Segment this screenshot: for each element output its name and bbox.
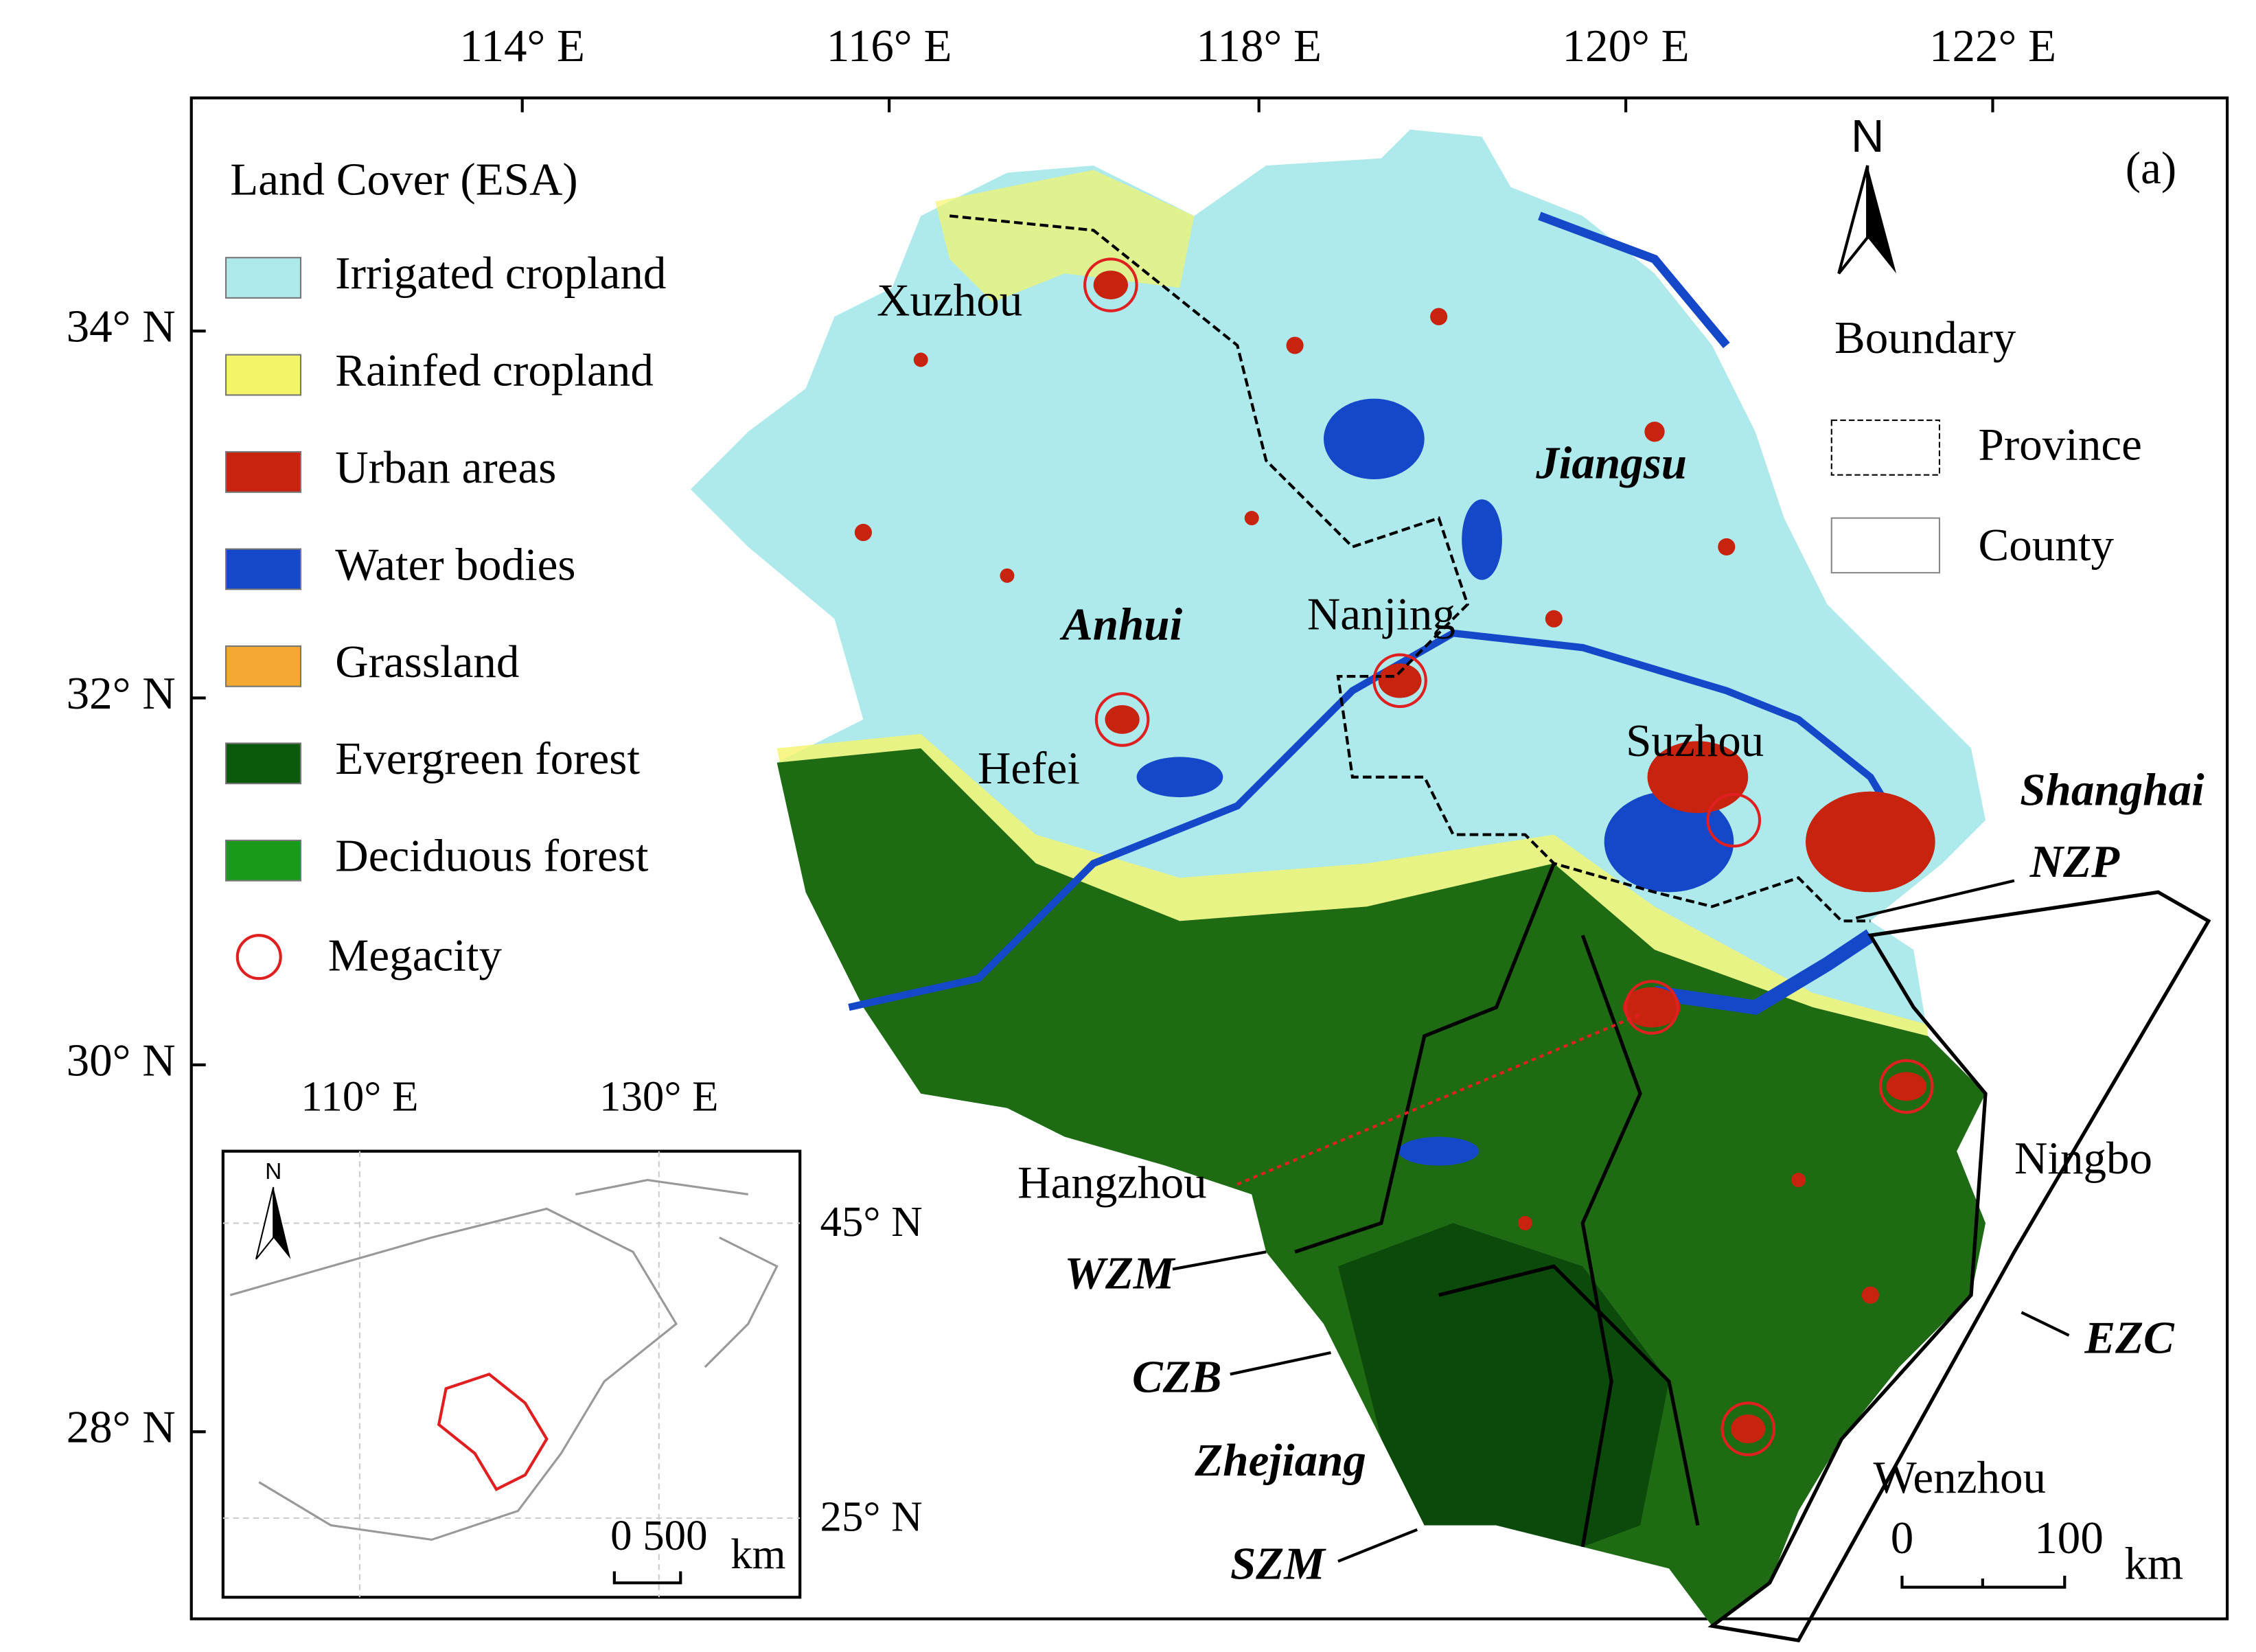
- inset-north: N: [265, 1159, 281, 1184]
- land-forest: [776, 748, 1986, 1627]
- province-boundary: [949, 214, 1871, 923]
- city-label: Nanjing: [1307, 588, 1455, 640]
- region-label: EZC: [2084, 1312, 2175, 1364]
- legend-label: Grassland: [335, 636, 519, 687]
- tick-marks: [191, 97, 1994, 1434]
- inset-lon-label: 130° E: [599, 1072, 719, 1121]
- city-label: Hangzhou: [1017, 1156, 1207, 1208]
- legend: Irrigated cropland Rainfed cropland Urban …: [225, 247, 666, 882]
- megacity-symbol: [235, 934, 282, 980]
- boundary-label: County: [1979, 519, 2115, 571]
- region-boundary: [1438, 1264, 1700, 1526]
- hangzhou-leader: [1236, 1013, 1641, 1186]
- province-swatch: [1830, 419, 1941, 476]
- region-label: SZM: [1230, 1538, 1326, 1590]
- legend-swatch: [225, 354, 302, 396]
- lat-ticks: 34° N 32° N 30° N 28° N: [67, 300, 176, 1452]
- legend-swatch: [225, 257, 302, 299]
- lake-gaoyou: [1462, 499, 1502, 580]
- city-label: Suzhou: [1626, 715, 1764, 766]
- legend-label: Evergreen forest: [335, 733, 640, 784]
- lon-tick-label: 114° E: [459, 20, 585, 71]
- inset-scale-label: 0 500: [610, 1511, 707, 1559]
- lat-tick-label: 34° N: [67, 300, 176, 352]
- region-label: WZM: [1064, 1247, 1176, 1298]
- region-label: NZP: [2029, 836, 2120, 887]
- lake-chaohu: [1136, 757, 1223, 798]
- inset-lat-label: 45° N: [820, 1197, 923, 1246]
- inset-countries: [229, 1178, 779, 1541]
- legend-swatch: [225, 451, 302, 493]
- province-label: Anhui: [1059, 598, 1183, 650]
- legend-swatch: [225, 839, 302, 882]
- county-swatch: [1830, 517, 1941, 574]
- coast-water: [1538, 211, 1730, 349]
- lat-tick-label: 30° N: [67, 1034, 176, 1086]
- legend-label: Water bodies: [335, 538, 575, 590]
- inset-scale-unit: km: [730, 1530, 785, 1578]
- inset-lon-label: 110° E: [301, 1072, 418, 1121]
- north-arrow: [1867, 165, 1897, 274]
- inset-north-arrow: [273, 1187, 291, 1259]
- lon-tick-label: 116° E: [827, 20, 952, 71]
- scale-label: 0: [1891, 1512, 1914, 1563]
- river-yangtze: [848, 629, 1917, 1011]
- province-label: Shanghai: [2020, 764, 2205, 815]
- legend-label: Megacity: [328, 929, 503, 980]
- land-evergreen: [1337, 1223, 1669, 1547]
- lon-tick-label: 118° E: [1196, 20, 1322, 71]
- panel-label: (a): [2126, 142, 2176, 194]
- legend-swatch: [225, 645, 302, 687]
- legend-title: Land Cover (ESA): [230, 154, 577, 205]
- city-label: Wenzhou: [1874, 1452, 2047, 1503]
- boundary-title: Boundary: [1834, 312, 2016, 363]
- scale-label: 100: [2034, 1512, 2104, 1563]
- legend-label: Deciduous forest: [335, 830, 649, 882]
- province-label: Zhejiang: [1194, 1434, 1366, 1486]
- inset-scale-bar: [612, 1571, 682, 1585]
- region-label: CZB: [1132, 1351, 1221, 1402]
- inset-frame: [221, 1149, 802, 1599]
- ezc-boundary: [1707, 890, 2211, 1643]
- lon-tick-label: 120° E: [1563, 20, 1690, 71]
- city-label: Xuzhou: [877, 275, 1022, 326]
- city-label: Hefei: [978, 742, 1080, 794]
- boundary-label: Province: [1979, 418, 2142, 470]
- rainfed-band: [776, 733, 1929, 1051]
- lon-ticks: 114° E 116° E 118° E 120° E 122° E: [459, 20, 2056, 71]
- legend-label: Irrigated cropland: [335, 247, 666, 299]
- lake-taihu: [1604, 791, 1734, 893]
- legend-swatch: [225, 742, 302, 785]
- qiantang-bay: [1653, 929, 1875, 1015]
- north-label: N: [1851, 111, 1884, 162]
- legend-swatch: [225, 548, 302, 590]
- urban-areas: [854, 271, 1935, 1444]
- lat-tick-label: 32° N: [67, 667, 176, 719]
- lat-tick-label: 28° N: [67, 1401, 176, 1453]
- legend-label: Rainfed cropland: [335, 344, 654, 395]
- region-boundary: [1294, 862, 1556, 1254]
- inset-study-area: [437, 1373, 549, 1491]
- city-label: Ningbo: [2014, 1132, 2152, 1184]
- lon-tick-label: 122° E: [1929, 20, 2056, 71]
- region-arrows: [1172, 879, 2070, 1563]
- scale-unit: km: [2124, 1538, 2183, 1590]
- province-label: Jiangsu: [1535, 437, 1687, 489]
- inset-lat-label: 25° N: [820, 1493, 923, 1541]
- lake-hongze: [1324, 398, 1425, 479]
- megacity-circles: [1083, 257, 1934, 1456]
- lake-qiandao: [1398, 1136, 1480, 1166]
- legend-label: Urban areas: [335, 441, 556, 493]
- region-boundary: [1580, 934, 1642, 1548]
